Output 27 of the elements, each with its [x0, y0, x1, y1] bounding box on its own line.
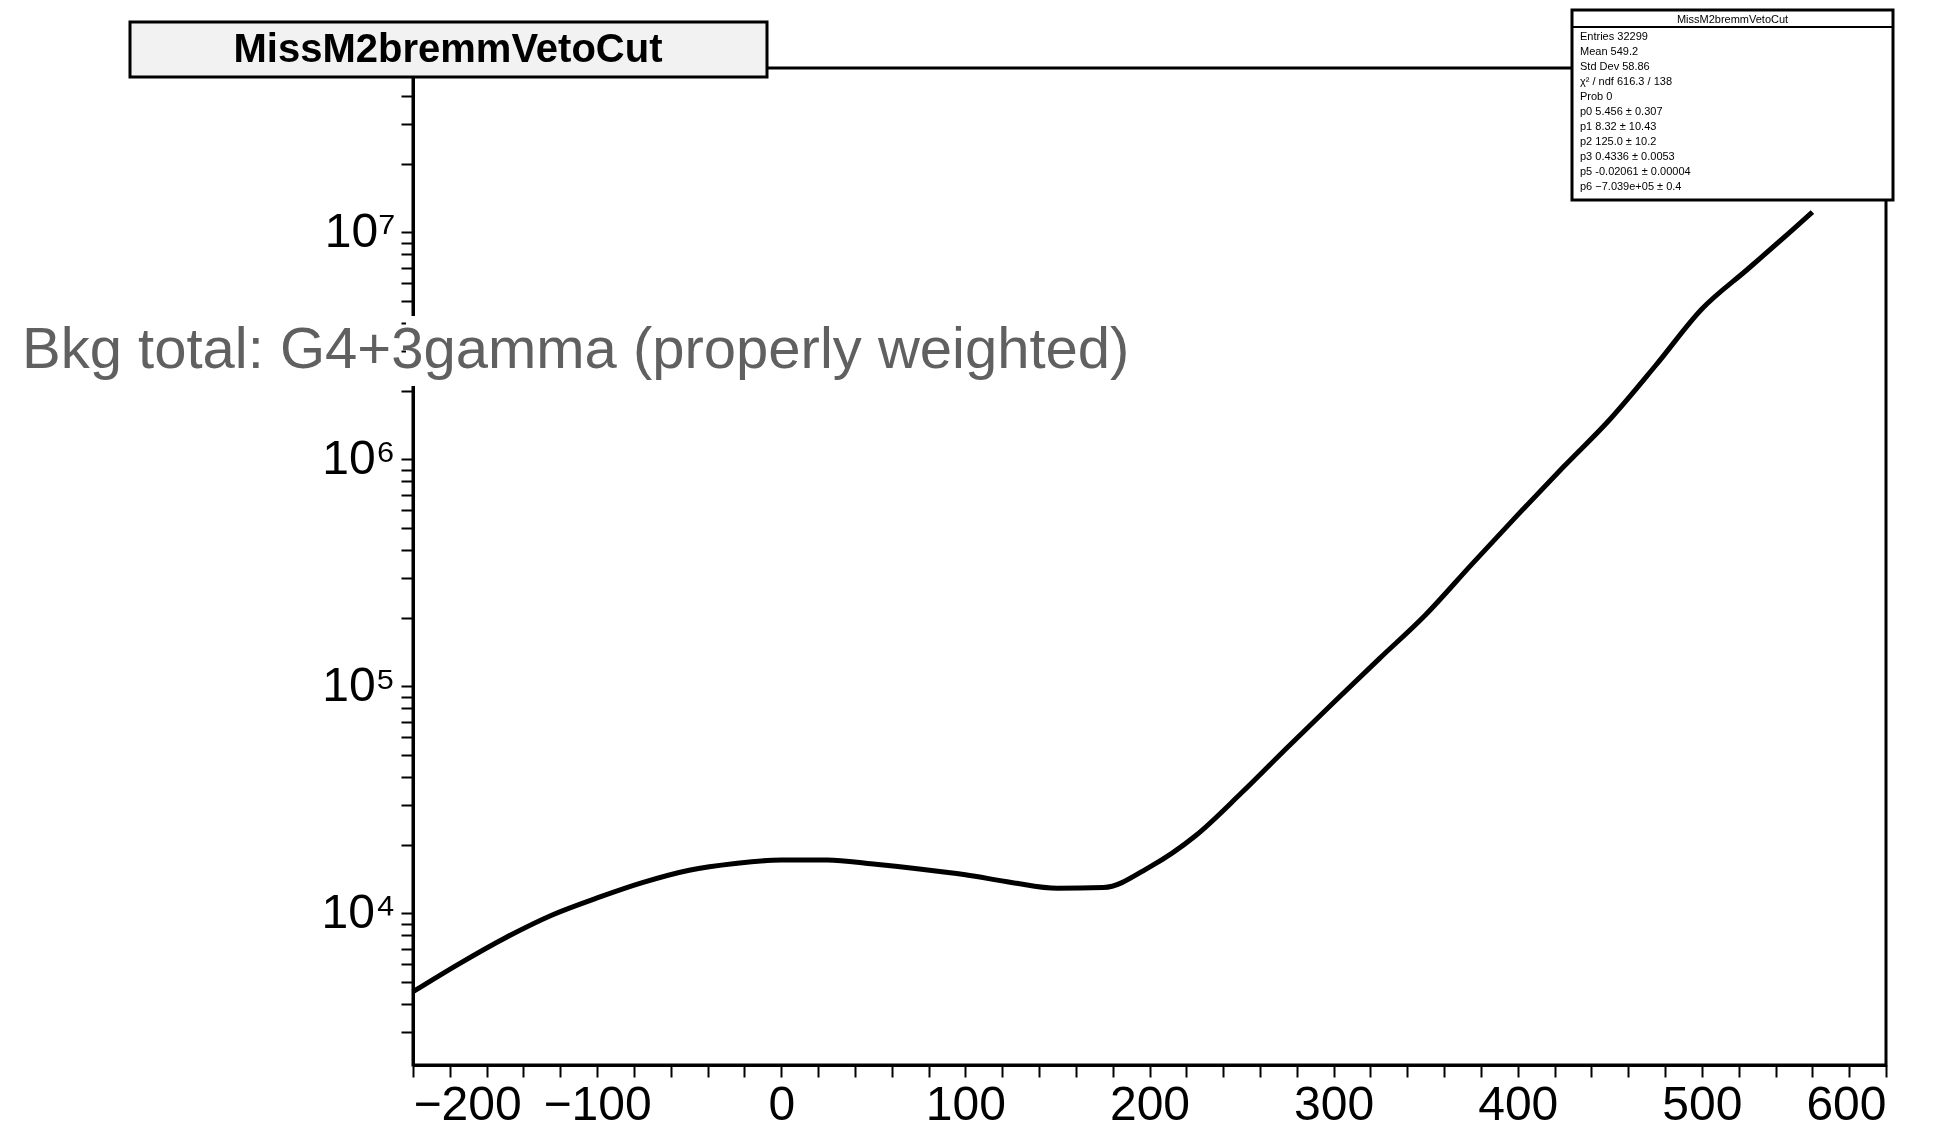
- annotation: p3 0.4336 ± 0.0053: [1580, 149, 1675, 162]
- annotation: χ² / ndf 616.3 / 138: [1580, 74, 1673, 87]
- annotation: Prob 0: [1580, 89, 1613, 102]
- annotation: p2 125.0 ± 10.2: [1580, 134, 1657, 147]
- y-tick-label: 10⁷: [324, 203, 396, 257]
- annotation: p1 8.32 ± 10.43: [1580, 119, 1657, 132]
- x-tick-label: −100: [543, 1076, 652, 1127]
- annotation: p6 −7.039e+05 ± 0.4: [1580, 179, 1682, 192]
- annotation: p5 -0.02061 ± 0.00004: [1580, 164, 1691, 177]
- y-tick-label: 10⁴: [321, 884, 396, 938]
- x-tick-label: 400: [1478, 1076, 1559, 1127]
- text: Mean 549.2: [1580, 44, 1639, 57]
- x-tick-label: −200: [413, 1076, 522, 1127]
- text: Entries 32299: [1580, 29, 1648, 42]
- annotation: Bkg total: G4+3gamma (properly weighted): [22, 315, 1130, 380]
- x-tick-label: 300: [1294, 1076, 1375, 1127]
- chart-title: MissM2bremmVetoCut: [233, 26, 663, 70]
- annotation: p0 5.456 ± 0.307: [1580, 104, 1663, 117]
- x-tick-label: 0: [768, 1076, 796, 1127]
- chart-title: MissM2bremmVetoCut: [1676, 12, 1789, 25]
- x-tick-label: 600: [1806, 1076, 1887, 1127]
- x-tick-label: 100: [925, 1076, 1006, 1127]
- y-tick-label: 10⁶: [322, 430, 396, 484]
- y-tick-label: 10⁵: [322, 657, 396, 711]
- x-tick-label: 200: [1109, 1076, 1191, 1127]
- x-tick-label: 500: [1662, 1076, 1743, 1127]
- annotation: Std Dev 58.86: [1580, 59, 1650, 72]
